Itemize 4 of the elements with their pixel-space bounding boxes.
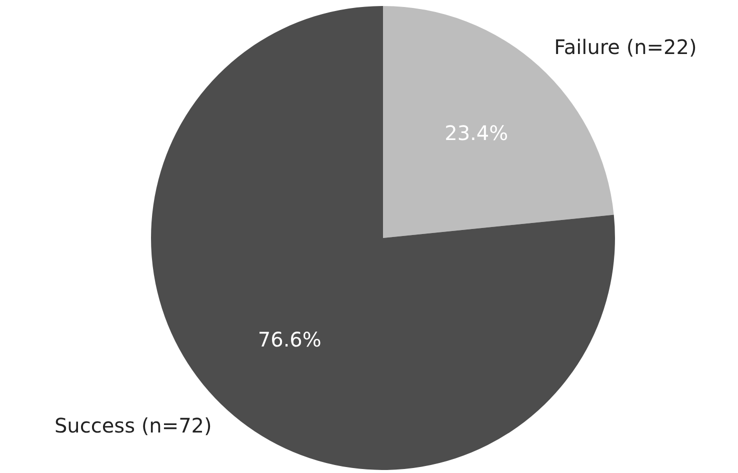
slice-label: Success (n=72): [54, 413, 212, 438]
data-label: 76.6%: [258, 327, 322, 352]
data-label: 23.4%: [444, 120, 508, 145]
slice-label: Failure (n=22): [554, 34, 697, 59]
